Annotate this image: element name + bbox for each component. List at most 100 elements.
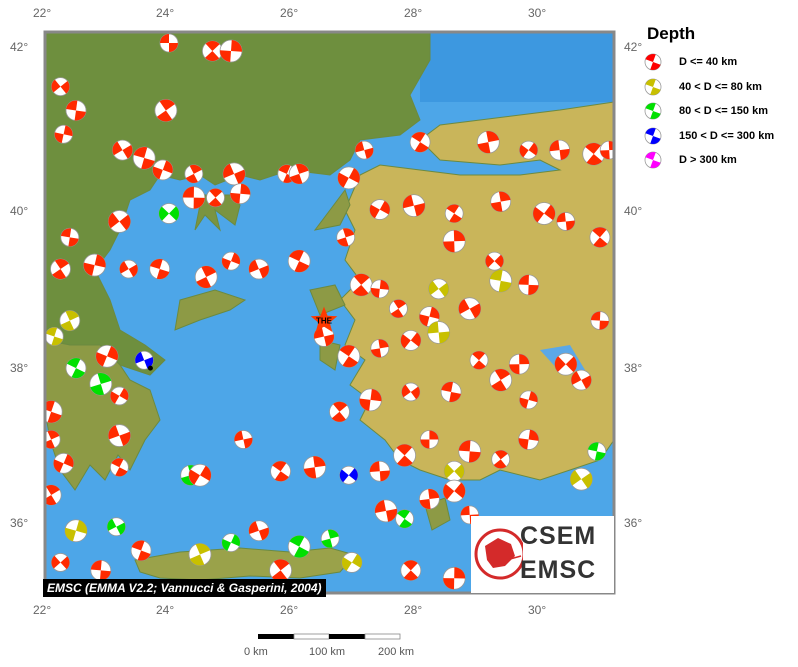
focal-mechanism-beachball[interactable]	[90, 559, 112, 581]
focal-mechanism-beachball[interactable]	[485, 251, 504, 271]
focal-mechanism-beachball[interactable]	[337, 344, 361, 368]
focal-mechanism-beachball[interactable]	[106, 517, 126, 537]
focal-mechanism-beachball[interactable]	[427, 321, 451, 344]
focal-mechanism-beachball[interactable]	[519, 390, 538, 410]
focal-mechanism-beachball[interactable]	[402, 194, 426, 218]
focal-mechanism-beachball[interactable]	[458, 440, 482, 463]
focal-mechanism-beachball[interactable]	[159, 33, 179, 53]
focal-mechanism-beachball[interactable]	[569, 467, 593, 491]
focal-mechanism-beachball[interactable]	[508, 353, 530, 375]
focal-mechanism-beachball[interactable]	[388, 299, 408, 319]
focal-mechanism-beachball[interactable]	[370, 279, 390, 299]
focal-mechanism-beachball[interactable]	[354, 140, 374, 160]
focal-mechanism-beachball[interactable]	[329, 401, 350, 423]
focal-mechanism-beachball[interactable]	[400, 330, 422, 351]
focal-mechanism-beachball[interactable]	[490, 191, 512, 213]
focal-mechanism-beachball[interactable]	[458, 297, 482, 321]
focal-mechanism-beachball[interactable]	[587, 442, 607, 461]
focal-mechanism-beachball[interactable]	[554, 352, 578, 376]
focal-mechanism-beachball[interactable]	[108, 210, 131, 233]
focal-mechanism-beachball[interactable]	[337, 166, 361, 190]
focal-mechanism-beachball[interactable]	[349, 273, 373, 297]
focal-mechanism-beachball[interactable]	[476, 130, 500, 154]
focal-mechanism-beachball[interactable]	[201, 40, 223, 62]
focal-mechanism-beachball[interactable]	[110, 386, 129, 406]
focal-mechanism-beachball[interactable]	[194, 265, 218, 289]
focal-mechanism-beachball[interactable]	[442, 566, 466, 590]
focal-mechanism-beachball[interactable]	[288, 163, 310, 185]
focal-mechanism-beachball[interactable]	[54, 124, 73, 144]
focal-mechanism-beachball[interactable]	[303, 455, 327, 479]
focal-mechanism-beachball[interactable]	[549, 139, 570, 161]
focal-mechanism-beachball[interactable]	[95, 344, 119, 368]
focal-mechanism-beachball[interactable]	[130, 540, 152, 561]
focal-mechanism-beachball[interactable]	[51, 77, 70, 97]
focal-mechanism-beachball[interactable]	[313, 326, 335, 347]
focal-mechanism-beachball[interactable]	[110, 457, 129, 477]
focal-mechanism-beachball[interactable]	[132, 146, 156, 170]
focal-mechanism-beachball[interactable]	[270, 460, 292, 482]
focal-mechanism-beachball[interactable]	[287, 535, 311, 558]
focal-mechanism-beachball[interactable]	[182, 186, 206, 210]
focal-mechanism-beachball[interactable]	[589, 226, 611, 248]
focal-mechanism-beachball[interactable]	[370, 338, 390, 358]
focal-mechanism-beachball[interactable]	[112, 139, 133, 161]
focal-mechanism-beachball[interactable]	[248, 258, 270, 280]
focal-mechanism-beachball[interactable]	[50, 258, 71, 280]
focal-mechanism-beachball[interactable]	[491, 449, 511, 469]
focal-mechanism-beachball[interactable]	[206, 188, 225, 208]
focal-mechanism-beachball[interactable]	[374, 499, 398, 523]
focal-mechanism-beachball[interactable]	[556, 212, 576, 231]
focal-mechanism-beachball[interactable]	[469, 350, 489, 370]
focal-mechanism-beachball[interactable]	[590, 311, 610, 330]
focal-mechanism-beachball[interactable]	[188, 543, 212, 566]
focal-mechanism-beachball[interactable]	[570, 369, 592, 391]
focal-mechanism-beachball[interactable]	[248, 520, 270, 542]
focal-mechanism-beachball[interactable]	[108, 424, 131, 447]
focal-mechanism-beachball[interactable]	[149, 258, 171, 280]
focal-mechanism-beachball[interactable]	[59, 310, 81, 331]
focal-mechanism-beachball[interactable]	[229, 183, 251, 205]
focal-mechanism-beachball[interactable]	[60, 227, 80, 247]
focal-mechanism-beachball[interactable]	[320, 529, 340, 549]
focal-mechanism-beachball[interactable]	[369, 199, 391, 220]
focal-mechanism-beachball[interactable]	[395, 509, 415, 529]
focal-mechanism-beachball[interactable]	[65, 100, 87, 121]
focal-mechanism-beachball[interactable]	[158, 203, 180, 224]
focal-mechanism-beachball[interactable]	[89, 372, 113, 396]
focal-mechanism-beachball[interactable]	[154, 99, 178, 122]
focal-mechanism-beachball[interactable]	[440, 381, 462, 403]
focal-mechanism-beachball[interactable]	[393, 443, 417, 467]
focal-mechanism-beachball[interactable]	[219, 39, 243, 63]
focal-mechanism-beachball[interactable]	[442, 229, 466, 253]
focal-mechanism-beachball[interactable]	[287, 249, 311, 273]
focal-mechanism-beachball[interactable]	[418, 306, 440, 328]
focal-mechanism-beachball[interactable]	[339, 465, 359, 485]
focal-mechanism-beachball[interactable]	[409, 131, 431, 153]
focal-mechanism-beachball[interactable]	[233, 430, 253, 449]
focal-mechanism-beachball[interactable]	[119, 259, 139, 279]
focal-mechanism-beachball[interactable]	[369, 460, 391, 482]
focal-mechanism-beachball[interactable]	[359, 388, 382, 412]
focal-mechanism-beachball[interactable]	[152, 159, 174, 181]
focal-mechanism-beachball[interactable]	[418, 488, 440, 510]
focal-mechanism-beachball[interactable]	[41, 484, 62, 506]
focal-mechanism-beachball[interactable]	[443, 460, 465, 482]
focal-mechanism-beachball[interactable]	[599, 140, 618, 160]
focal-mechanism-beachball[interactable]	[45, 327, 64, 346]
focal-mechanism-beachball[interactable]	[519, 140, 538, 160]
focal-mechanism-beachball[interactable]	[222, 162, 246, 186]
focal-mechanism-beachball[interactable]	[51, 553, 70, 572]
focal-mechanism-beachball[interactable]	[221, 533, 241, 553]
focal-mechanism-beachball[interactable]	[518, 274, 539, 296]
focal-mechanism-beachball[interactable]	[489, 368, 513, 392]
focal-mechanism-beachball[interactable]	[444, 204, 464, 223]
focal-mechanism-beachball[interactable]	[336, 227, 356, 247]
focal-mechanism-beachball[interactable]	[532, 202, 556, 225]
focal-mechanism-beachball[interactable]	[489, 269, 513, 293]
focal-mechanism-beachball[interactable]	[442, 479, 466, 503]
focal-mechanism-beachball[interactable]	[221, 251, 241, 271]
focal-mechanism-beachball[interactable]	[518, 429, 539, 450]
focal-mechanism-beachball[interactable]	[582, 142, 606, 166]
focal-mechanism-beachball[interactable]	[184, 164, 204, 184]
